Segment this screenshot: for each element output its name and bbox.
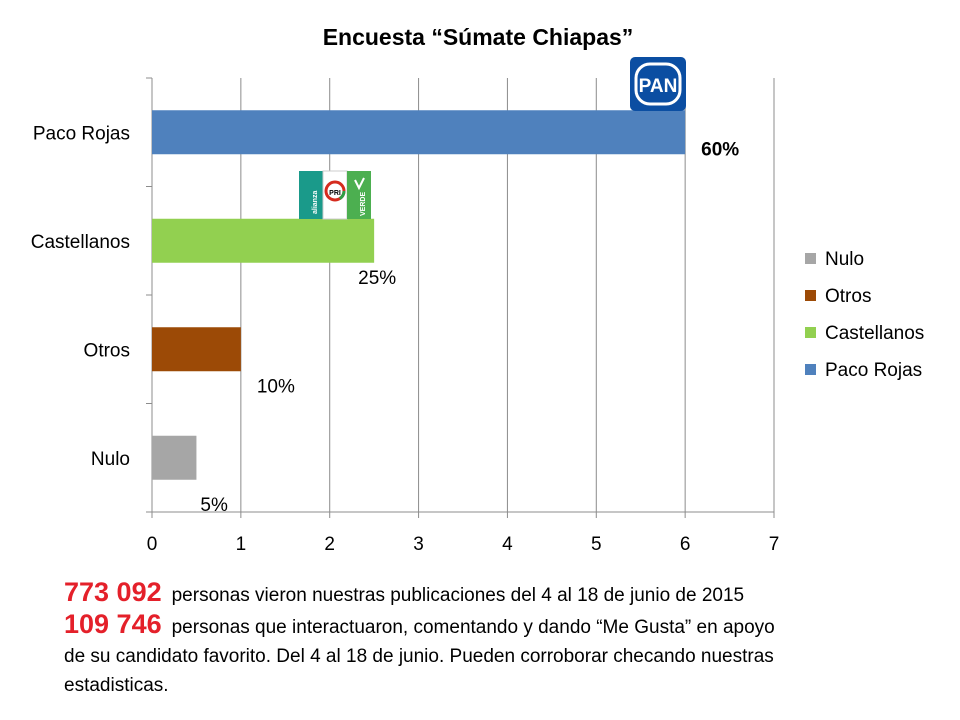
legend-label: Nulo [825,249,864,270]
y-tick-label: Nulo [91,449,130,470]
alianza-logo-text: alianza [312,191,319,214]
y-axis-ticks: Paco Rojas Castellanos Otros Nulo [31,123,130,470]
y-tick-label: Otros [84,340,130,361]
legend-swatch [805,290,816,301]
legend-label: Paco Rojas [825,360,922,381]
x-tick-label: 0 [147,534,158,555]
legend: Nulo Otros Castellanos Paco Rojas [805,249,924,381]
views-text: personas vieron nuestras publicaciones d… [171,585,745,606]
interactions-count: 109 746 [64,609,162,639]
interactions-text: personas que interactuaron, comentando y… [171,617,775,638]
stat-note-end: estadisticas. [64,675,169,696]
stats-block: 773 092 personas vieron nuestras publicac… [64,578,944,700]
data-label: 60% [701,139,739,160]
x-tick-label: 5 [591,534,602,555]
coalition-logos: alianza PRI VERDE [299,170,371,220]
legend-label: Castellanos [825,323,924,344]
verde-logo-text: VERDE [360,192,367,216]
x-tick-label: 4 [502,534,513,555]
bar-paco-rojas [152,110,686,155]
verde-logo [347,171,371,219]
x-axis-ticks: 0 1 2 3 4 5 6 7 [147,534,780,555]
legend-swatch [805,253,816,264]
x-tick-label: 2 [324,534,335,555]
stat-note-line: de su candidato favorito. Del 4 al 18 de… [64,646,774,667]
legend-swatch [805,327,816,338]
bar-otros [152,327,241,372]
y-tick-label: Castellanos [31,232,130,253]
data-label: 25% [358,268,396,289]
bars [152,110,686,480]
stat-interactions: 109 746 personas que interactuaron, comen… [64,610,944,642]
bar-castellanos [152,218,375,263]
legend-label: Otros [825,286,871,307]
x-tick-label: 6 [680,534,691,555]
y-tick-label: Paco Rojas [33,123,130,144]
data-label: 10% [257,376,295,397]
chart-title: Encuesta “Súmate Chiapas” [323,24,634,50]
bar-chart: Encuesta “Súmate Chiapas” 60% 25% 10% 5% Pa… [31,24,925,555]
x-tick-label: 7 [769,534,780,555]
stat-views: 773 092 personas vieron nuestras publicac… [64,578,944,610]
x-tick-label: 1 [236,534,247,555]
alianza-logo [299,171,323,219]
x-tick-label: 3 [413,534,424,555]
legend-swatch [805,364,816,375]
pan-logo-text: PAN [639,76,678,97]
pan-logo: PAN [630,57,686,111]
pri-logo-text: PRI [329,190,341,197]
data-labels: 60% 25% 10% 5% [200,139,739,516]
bar-nulo [152,435,197,480]
views-count: 773 092 [64,577,162,607]
data-label: 5% [200,495,228,516]
